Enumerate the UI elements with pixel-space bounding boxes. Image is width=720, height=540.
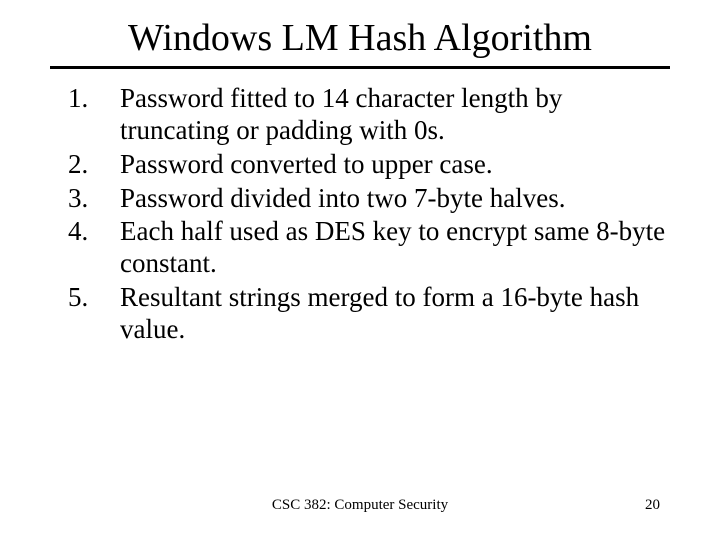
list-item: Resultant strings merged to form a 16-by… [58, 282, 670, 346]
list-item: Password divided into two 7-byte halves. [58, 183, 670, 215]
slide-footer: CSC 382: Computer Security 20 [0, 497, 720, 514]
list-item: Password converted to upper case. [58, 149, 670, 181]
list-item: Password fitted to 14 character length b… [58, 83, 670, 147]
slide-title: Windows LM Hash Algorithm [50, 16, 670, 60]
footer-course-label: CSC 382: Computer Security [272, 497, 448, 514]
title-divider [50, 66, 670, 69]
slide-container: Windows LM Hash Algorithm Password fitte… [0, 0, 720, 540]
algorithm-steps-list: Password fitted to 14 character length b… [58, 83, 670, 346]
page-number: 20 [645, 497, 660, 514]
content-area: Password fitted to 14 character length b… [50, 83, 670, 510]
list-item: Each half used as DES key to encrypt sam… [58, 216, 670, 280]
